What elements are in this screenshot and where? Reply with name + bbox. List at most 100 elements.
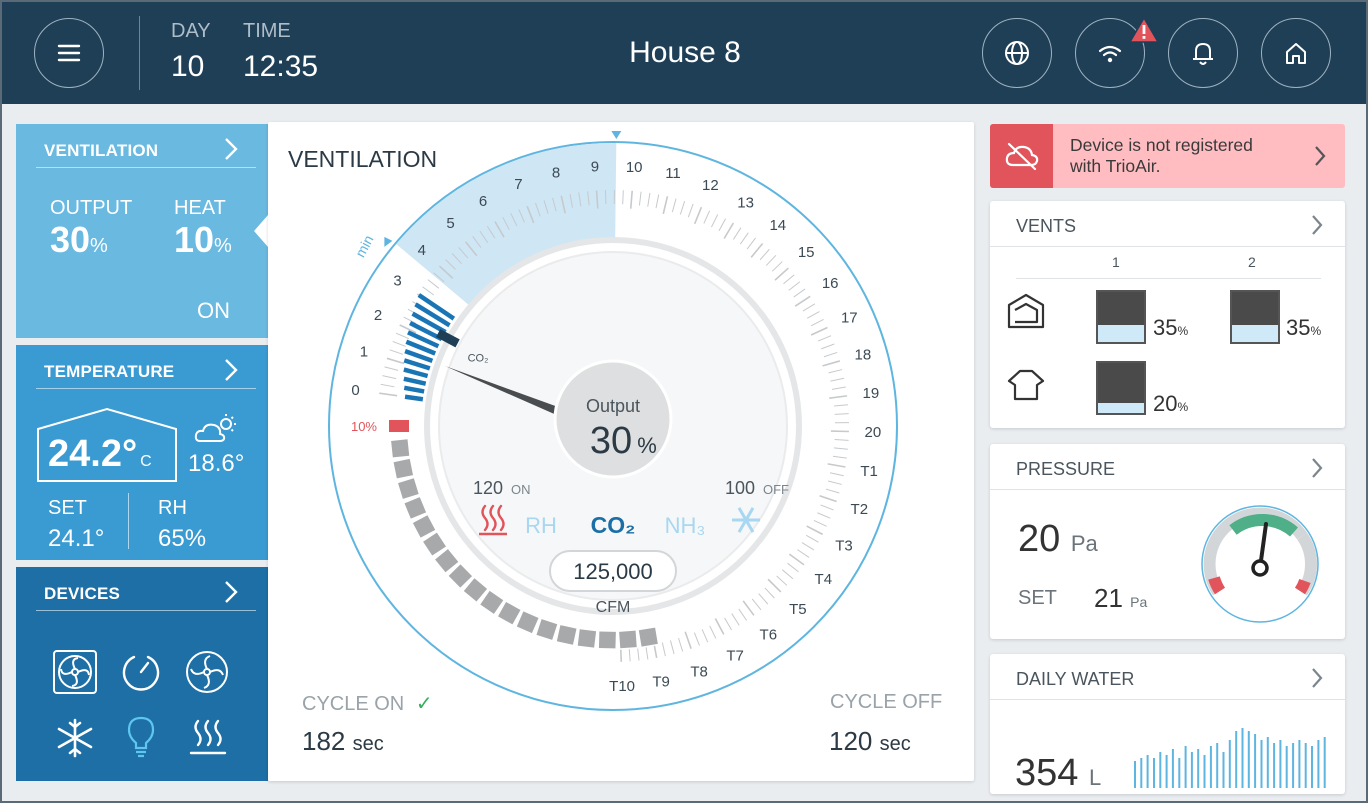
time-label: TIME xyxy=(243,20,291,42)
current-level-bar xyxy=(403,367,429,379)
menu-button[interactable] xyxy=(34,18,104,88)
dial-tick xyxy=(647,192,651,207)
language-button[interactable] xyxy=(982,18,1052,88)
dial-tick xyxy=(817,335,832,342)
output-needle xyxy=(445,366,583,424)
dial-level-label: 16 xyxy=(822,275,839,292)
day-label: DAY xyxy=(171,20,211,42)
dial-tick xyxy=(794,295,811,307)
set-temp: 24.1° xyxy=(48,525,105,552)
chevron-right-icon xyxy=(225,138,238,160)
current-level-bar xyxy=(403,358,431,371)
dial-tick xyxy=(379,392,398,397)
max-marker[interactable] xyxy=(611,131,622,140)
dial-tick xyxy=(451,253,462,264)
dial-tick xyxy=(771,261,783,272)
water-bar xyxy=(1260,740,1263,788)
dial-level-label: 2 xyxy=(374,307,382,324)
vents-card[interactable]: VENTS 1 2 35% 35% 20% xyxy=(990,201,1345,428)
vent-value: 35 xyxy=(1286,315,1311,340)
dial-level-label: 5 xyxy=(446,215,454,232)
dial-tick xyxy=(389,349,404,355)
dial-tick xyxy=(724,617,733,631)
current-level-bar xyxy=(405,339,437,356)
dial-tick xyxy=(569,193,574,208)
dial-tick xyxy=(472,235,482,248)
water-bar xyxy=(1146,755,1149,788)
dial-tick xyxy=(526,205,535,224)
mode-nh3[interactable]: NH₃ xyxy=(665,513,706,538)
roof-inlet-icon xyxy=(1007,369,1045,401)
mode-co2[interactable]: CO₂ xyxy=(591,512,636,538)
dial-tick xyxy=(817,512,831,519)
water-bar xyxy=(1273,743,1276,788)
heat-active-block xyxy=(389,420,409,432)
heat-block xyxy=(495,599,523,627)
water-bar xyxy=(1159,752,1162,788)
dial-tick xyxy=(764,587,775,599)
dial-tick xyxy=(701,629,709,643)
side-inlet-icon xyxy=(1007,293,1045,329)
dial-tick xyxy=(829,472,844,477)
current-level-bar xyxy=(414,302,451,328)
dial-tick xyxy=(395,332,410,340)
vent-1-1-gauge xyxy=(1096,290,1146,344)
dial-tick xyxy=(655,194,660,209)
water-bar xyxy=(1134,761,1136,788)
vent-unit: % xyxy=(1310,324,1322,338)
chevron-right-icon xyxy=(1312,458,1323,478)
daily-water-card[interactable]: DAILY WATER 354 L xyxy=(990,654,1345,794)
temperature-panel[interactable]: TEMPERATURE 24.2° C 18.6° SET 24.1° RH 65… xyxy=(16,345,268,560)
water-bar xyxy=(1190,752,1193,788)
fan-box-icon xyxy=(53,650,97,694)
dial-tick xyxy=(445,259,456,270)
mode-rh[interactable]: RH xyxy=(525,513,557,538)
heat-level-label: 10% xyxy=(351,419,377,434)
dial-tick xyxy=(669,640,675,655)
vent-2-1-gauge xyxy=(1096,361,1146,415)
vent-fill xyxy=(1098,324,1144,342)
dial-tick xyxy=(679,200,686,215)
dial-tick xyxy=(750,242,764,258)
notifications-button[interactable] xyxy=(1168,18,1238,88)
min-marker[interactable] xyxy=(384,236,393,247)
dial-tick xyxy=(765,254,777,266)
pressure-card[interactable]: PRESSURE 20 Pa SET 21 Pa xyxy=(990,444,1345,639)
dial-level-label: 14 xyxy=(769,217,786,234)
dial-level-label: 19 xyxy=(863,385,880,402)
dial-level-label: T7 xyxy=(726,648,744,665)
water-bar xyxy=(1266,737,1269,788)
dial-tick xyxy=(787,562,799,573)
pressure-unit: Pa xyxy=(1070,531,1098,556)
devices-panel[interactable]: DEVICES xyxy=(16,567,268,781)
heater-icon xyxy=(489,504,497,532)
dial-tick xyxy=(828,369,843,374)
dial-tick xyxy=(671,198,677,213)
dial-level-label: T4 xyxy=(815,571,833,588)
vent-column-2: 2 xyxy=(1248,254,1256,270)
pressure-readout: 20 Pa xyxy=(1018,518,1098,561)
selected-panel-pointer xyxy=(254,215,268,247)
home-button[interactable] xyxy=(1261,18,1331,88)
dial-tick xyxy=(834,413,849,415)
dial-tick xyxy=(662,196,669,215)
water-bar xyxy=(1203,755,1206,788)
dial-tick xyxy=(502,217,510,230)
current-level-bar xyxy=(407,330,440,349)
network-button[interactable] xyxy=(1075,18,1145,88)
heat-readout: 10% xyxy=(174,219,232,261)
heat-block xyxy=(396,476,421,501)
dial-tick xyxy=(629,190,633,209)
cycle-on-readout: 182 sec xyxy=(302,726,384,757)
inside-temp-readout: 24.2° C xyxy=(48,433,152,476)
alert-line-1: Device is not registered xyxy=(1070,135,1253,155)
dial-tick xyxy=(622,190,624,205)
dial-tick xyxy=(806,525,824,536)
registration-alert[interactable]: Device is not registered with TrioAir. xyxy=(990,124,1345,188)
dial-tick xyxy=(783,274,795,285)
heat-block xyxy=(478,588,506,616)
dial-tick xyxy=(767,578,782,593)
ventilation-panel[interactable]: VENTILATION OUTPUT 30% HEAT 10% ON xyxy=(16,124,268,338)
dial-tick xyxy=(433,272,445,283)
